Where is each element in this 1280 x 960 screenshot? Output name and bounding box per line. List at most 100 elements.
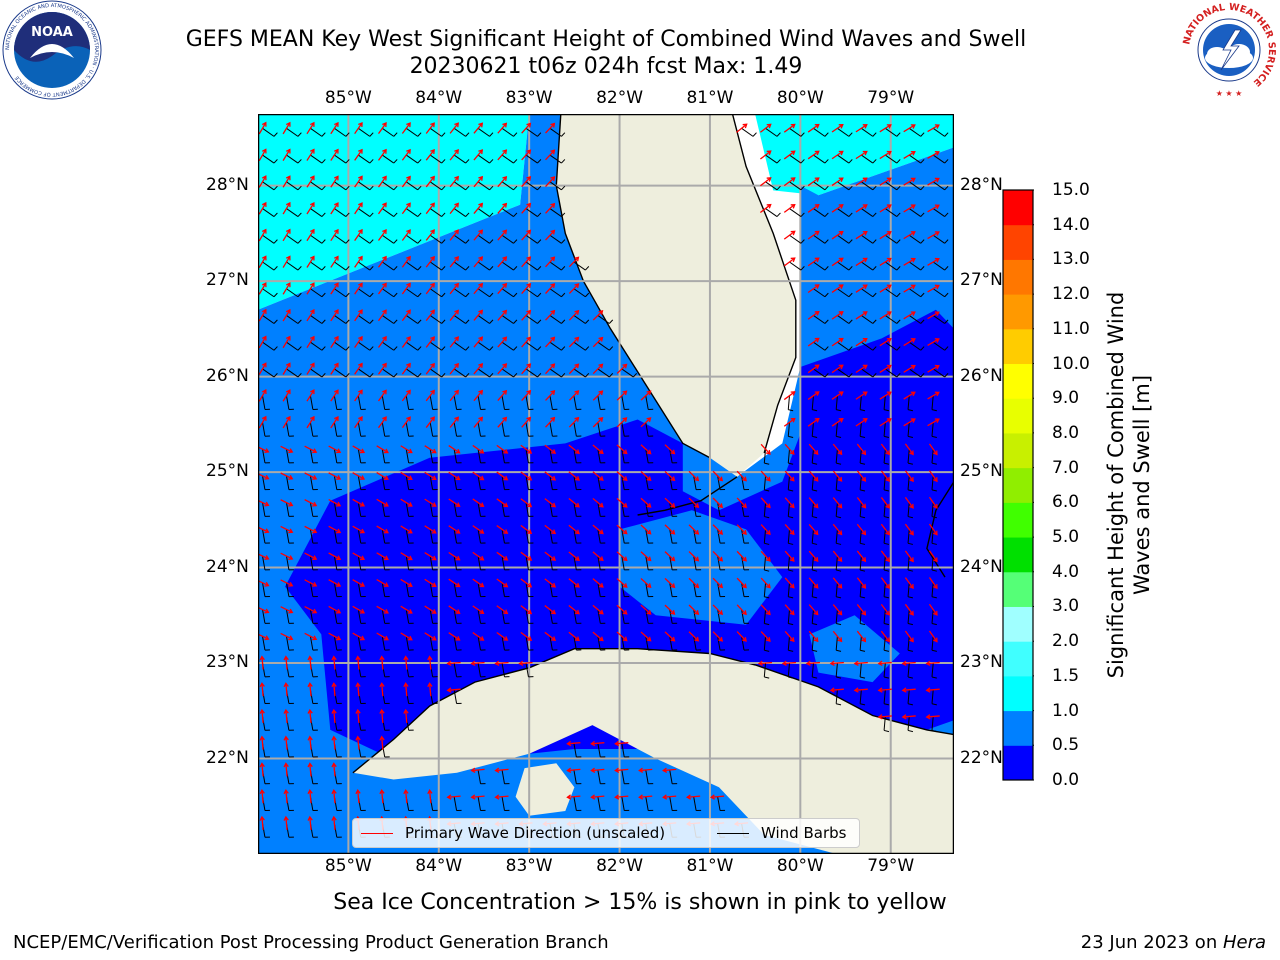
- vector-glyph: [759, 150, 781, 164]
- wave-direction-arrow: [639, 795, 653, 798]
- wave-direction-arrow: [472, 444, 484, 454]
- wind-barb: [549, 422, 553, 437]
- wind-barb: [549, 234, 562, 244]
- wave-direction-arrow: [285, 763, 288, 777]
- wave-direction-arrow: [544, 578, 556, 588]
- wave-arrow-head: [574, 309, 580, 315]
- wave-direction-arrow: [333, 790, 336, 804]
- wind-barb: [501, 261, 514, 271]
- vector-glyph: [831, 177, 853, 191]
- vector-glyph: [568, 363, 590, 378]
- wave-direction-arrow: [497, 149, 507, 161]
- wind-barb: [405, 181, 418, 191]
- wave-arrow-head: [622, 363, 628, 369]
- vector-glyph: [282, 121, 302, 137]
- wave-direction-arrow: [807, 391, 820, 400]
- vector-glyph: [448, 445, 462, 464]
- wind-barb: [787, 422, 790, 437]
- wave-direction-arrow: [903, 418, 916, 427]
- vector-glyph: [760, 443, 771, 465]
- vector-glyph: [282, 335, 302, 351]
- wave-direction-arrow: [425, 390, 435, 402]
- wave-arrow-head: [502, 256, 508, 262]
- wave-direction-arrow: [544, 605, 556, 615]
- wave-arrow-head: [382, 148, 387, 154]
- vector-glyph: [807, 177, 829, 191]
- wind-barb-flag: [561, 266, 566, 271]
- wind-barb-flag: [896, 266, 901, 271]
- longitude-label: 84°W: [415, 88, 463, 108]
- wind-barb-flag: [836, 462, 842, 465]
- wind-barb: [811, 422, 814, 437]
- wave-arrow-head: [551, 502, 557, 508]
- wave-direction-arrow: [904, 470, 914, 482]
- wave-arrow-head: [765, 583, 771, 589]
- wave-arrow-head: [383, 448, 389, 454]
- vector-glyph: [784, 550, 795, 572]
- wave-arrow-head: [550, 283, 556, 289]
- colorbar-tick-label: 10.0: [1052, 353, 1090, 374]
- wind-barb: [405, 582, 410, 597]
- wave-direction-arrow: [376, 445, 389, 454]
- wave-direction-arrow: [352, 498, 365, 507]
- wind-barb-flag: [489, 185, 494, 191]
- wave-arrow-head: [670, 583, 676, 589]
- wave-direction-arrow: [473, 122, 483, 134]
- wind-barb: [859, 529, 862, 544]
- wind-barb-flag: [297, 292, 302, 298]
- wind-barb: [908, 341, 922, 351]
- wind-barb: [309, 636, 314, 651]
- wind-barb: [286, 368, 299, 378]
- wave-arrow-head: [886, 418, 892, 423]
- wind-barb-flag: [297, 346, 302, 351]
- wave-arrow-head: [288, 555, 294, 561]
- wave-arrow-head: [566, 740, 572, 747]
- wave-arrow-head: [502, 389, 508, 395]
- vector-glyph: [545, 416, 558, 437]
- wave-arrow-head: [455, 502, 461, 507]
- wave-direction-arrow: [448, 498, 460, 507]
- vector-glyph: [832, 523, 843, 545]
- wind-barb: [597, 769, 601, 784]
- wave-direction-arrow: [261, 656, 264, 670]
- wave-arrow-head: [765, 637, 771, 642]
- colorbar-segment: [1003, 571, 1033, 607]
- vector-glyph: [400, 632, 414, 651]
- vector-glyph: [616, 578, 630, 598]
- wave-arrow-head: [518, 660, 524, 667]
- wave-direction-arrow: [520, 578, 532, 588]
- wave-direction-arrow: [736, 123, 748, 133]
- wave-direction-arrow: [567, 768, 581, 772]
- wind-barb: [931, 395, 934, 410]
- wave-arrow-head: [470, 660, 476, 667]
- wind-barb: [477, 796, 482, 811]
- wind-barb-flag: [920, 346, 925, 351]
- wind-barb-flag: [297, 132, 302, 137]
- wave-direction-arrow: [784, 470, 795, 482]
- vector-glyph: [494, 660, 510, 678]
- wave-direction-arrow: [904, 496, 914, 509]
- wave-direction-arrow: [855, 150, 868, 160]
- wave-direction-arrow: [424, 445, 437, 454]
- wind-barb-flag: [513, 292, 518, 298]
- wave-direction-arrow: [879, 311, 892, 320]
- wave-arrow-head: [526, 416, 532, 422]
- wind-barb: [334, 261, 347, 271]
- wave-arrow-head: [406, 202, 411, 208]
- vector-glyph: [282, 282, 302, 298]
- wind-barb-flag: [907, 462, 914, 465]
- wind-barb-flag: [883, 596, 890, 599]
- wind-barb-flag: [273, 292, 278, 298]
- vector-glyph: [307, 655, 318, 678]
- wave-direction-arrow: [926, 688, 940, 691]
- wave-direction-arrow: [354, 122, 363, 135]
- wind-barb-flag: [561, 239, 566, 244]
- wave-arrow-head: [407, 448, 413, 454]
- vector-glyph: [544, 631, 558, 651]
- wind-barb: [861, 341, 874, 351]
- wind-barb-flag: [561, 319, 566, 324]
- wind-barb-flag: [860, 676, 866, 679]
- wave-direction-arrow: [520, 631, 532, 641]
- wave-arrow-head: [838, 177, 844, 183]
- wind-barb: [357, 475, 362, 490]
